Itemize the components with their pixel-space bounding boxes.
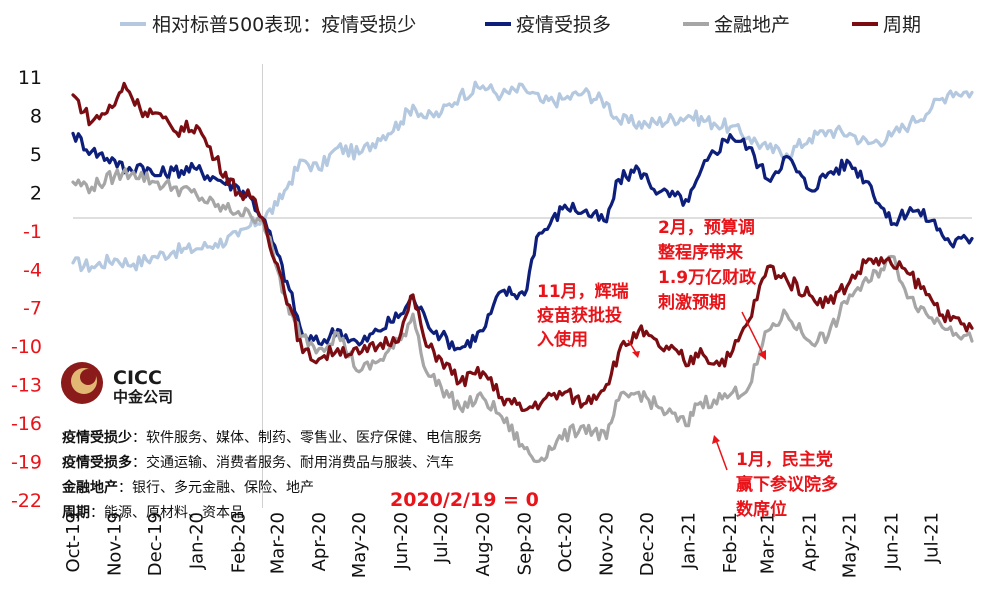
annotation-1-line-2: 疫苗获批投 <box>537 305 622 326</box>
x-tick-label: Apr-21 <box>799 512 820 571</box>
note-line-1: 疫情受损少：软件服务、媒体、制药、零售业、医疗保健、电信服务 <box>62 429 482 446</box>
annotation-2-line-4: 刺激预期 <box>658 292 726 313</box>
y-tick-label: 8 <box>30 105 42 127</box>
x-tick-label: Nov-20 <box>596 512 617 576</box>
legend-label-series-1: 相对标普500表现：疫情受损少 <box>152 14 416 36</box>
annotation-2-line-1: 2月，预算调 <box>658 217 755 238</box>
x-tick-label: Apr-20 <box>309 512 330 571</box>
y-tick-label: -16 <box>11 413 42 435</box>
annotation-fiscal-stimulus: 2月，预算调 整程序带来 1.9万亿财政 刺激预期 <box>658 217 766 360</box>
logo-name: CICC <box>113 367 162 389</box>
x-tick-label: Jul-20 <box>431 512 452 564</box>
x-tick-label: May-20 <box>349 512 370 578</box>
logo-mark-core <box>80 369 96 385</box>
y-tick-label: -10 <box>11 336 42 358</box>
chart-axes: 11 8 5 2 -1 -4 -7 -10 -13 -16 -19 -22 Oct-19 Nov-19 De… <box>11 64 972 578</box>
x-tick-label: Feb-20 <box>228 512 249 573</box>
x-tick-label: Aug-20 <box>473 512 494 577</box>
note-items-3: ：银行、多元金融、保险、地产 <box>118 479 314 496</box>
chart-series <box>71 80 974 464</box>
annotation-3-arrowhead <box>712 435 720 444</box>
annotation-3-line-3: 数席位 <box>736 499 787 520</box>
y-tick-label: 5 <box>30 144 42 166</box>
legend-label-series-4: 周期 <box>883 14 921 36</box>
annotation-pfizer-vaccine: 11月，辉瑞 疫苗获批投 入使用 <box>537 282 640 358</box>
legend-label-series-3: 金融地产 <box>714 14 790 36</box>
note-line-2: 疫情受损多：交通运输、消费者服务、耐用消费品与服装、汽车 <box>62 454 454 471</box>
baseline-note: 2020/2/19 = 0 <box>390 489 539 511</box>
cicc-logo: CICC 中金公司 <box>61 362 173 406</box>
x-tick-label: Dec-19 <box>145 512 166 576</box>
x-tick-label: Nov-19 <box>105 512 126 576</box>
series-line-less-affected <box>71 80 974 273</box>
y-tick-label: -19 <box>11 452 42 474</box>
annotation-2-line-2: 整程序带来 <box>658 242 744 263</box>
sector-notes: 疫情受损少：软件服务、媒体、制药、零售业、医疗保健、电信服务 疫情受损多：交通运… <box>61 429 482 521</box>
legend-label-series-2: 疫情受损多 <box>516 14 611 36</box>
y-tick-label: -4 <box>23 259 42 281</box>
y-tick-label: -22 <box>11 490 42 512</box>
x-tick-label: May-21 <box>840 512 861 578</box>
x-tick-label: Jan-21 <box>678 512 699 570</box>
x-tick-label: Dec-20 <box>637 512 658 576</box>
x-tick-label: Jan-20 <box>187 512 208 570</box>
x-tick-label: Mar-20 <box>267 512 288 574</box>
x-tick-label: Jun-21 <box>881 512 902 571</box>
annotation-3-arrow <box>715 439 728 471</box>
annotation-3-line-1: 1月，民主党 <box>736 449 833 470</box>
x-tick-label: Jul-21 <box>922 512 943 564</box>
note-label-2: 疫情受损多 <box>62 454 132 471</box>
annotation-1-line-3: 入使用 <box>537 329 588 350</box>
y-tick-label: -13 <box>11 375 42 397</box>
note-items-2: ：交通运输、消费者服务、耐用消费品与服装、汽车 <box>132 454 454 471</box>
note-items-1: ：软件服务、媒体、制药、零售业、医疗保健、电信服务 <box>132 430 482 446</box>
annotation-1-line-1: 11月，辉瑞 <box>537 282 629 302</box>
note-line-3: 金融地产：银行、多元金融、保险、地产 <box>61 479 314 496</box>
x-tick-label: Feb-21 <box>720 512 741 573</box>
series-line-more-affected <box>71 131 974 352</box>
annotation-2-arrowhead <box>758 350 766 360</box>
logo-subtitle: 中金公司 <box>113 388 173 406</box>
x-tick-label: Oct-19 <box>63 512 84 573</box>
annotation-2-arrow <box>741 311 765 357</box>
note-line-4: 周期：能源、原材料、资本品 <box>62 505 244 521</box>
note-label-3: 金融地产 <box>61 479 118 496</box>
chart-legend: 相对标普500表现：疫情受损少 疫情受损多 金融地产 周期 <box>120 14 921 36</box>
annotation-2-line-3: 1.9万亿财政 <box>658 267 757 288</box>
y-tick-label: -1 <box>23 221 42 243</box>
x-tick-label: Jun-20 <box>391 512 412 571</box>
series-line-cyclicals <box>71 81 974 412</box>
y-tick-label: -7 <box>23 298 42 320</box>
annotation-3-line-2: 赢下参议院多 <box>736 474 838 495</box>
series-line-financials-realestate <box>71 167 974 464</box>
x-tick-label: Mar-21 <box>758 512 779 574</box>
annotation-1-arrowhead <box>632 351 640 358</box>
note-label-4: 周期 <box>62 505 90 521</box>
x-tick-label: Oct-20 <box>555 512 576 573</box>
note-label-1: 疫情受损少 <box>62 429 132 446</box>
annotation-senate-majority: 1月，民主党 赢下参议院多 数席位 <box>712 435 838 520</box>
x-tick-label: Sep-20 <box>515 512 536 575</box>
y-tick-label: 11 <box>18 67 42 89</box>
y-tick-label: 2 <box>30 182 42 204</box>
note-items-4: ：能源、原材料、资本品 <box>90 505 244 521</box>
